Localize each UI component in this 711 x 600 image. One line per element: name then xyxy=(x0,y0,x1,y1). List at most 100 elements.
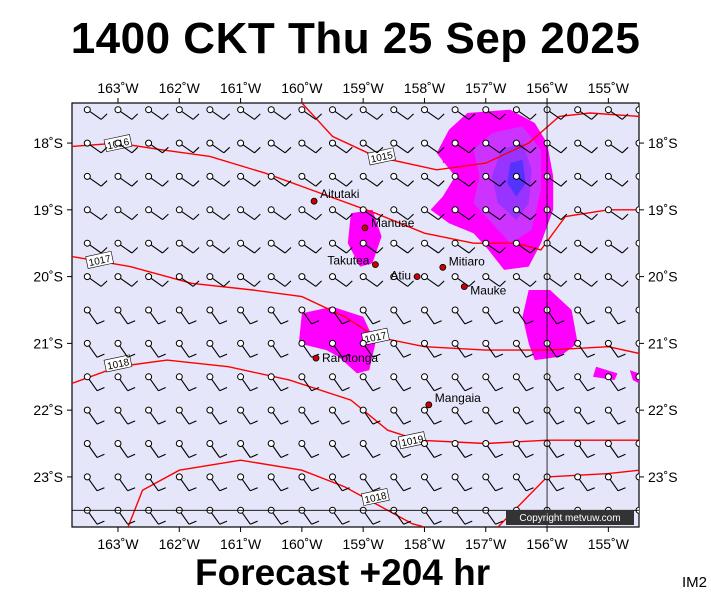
wind-barb xyxy=(543,339,565,358)
place-marker[interactable]: Mitiaro xyxy=(439,254,485,271)
wind-barb xyxy=(145,440,166,459)
wind-barb xyxy=(114,440,136,459)
wind-barb xyxy=(482,239,506,254)
wind-barb xyxy=(512,239,537,254)
wind-barb xyxy=(359,139,384,154)
wind-barb xyxy=(329,172,353,187)
lon-tick-label-bottom: 157˚W xyxy=(465,536,507,552)
lat-tick-label-right: 21˚S xyxy=(648,335,678,351)
rain-area-light xyxy=(522,290,578,361)
isobar-line xyxy=(72,255,639,355)
wind-barb xyxy=(267,139,292,154)
wind-barb xyxy=(206,406,228,425)
wind-barb xyxy=(604,172,629,187)
wind-barb xyxy=(482,139,506,154)
wind-barb xyxy=(145,306,166,325)
wind-barb xyxy=(267,106,292,120)
lon-tick-label-bottom: 159˚W xyxy=(343,536,385,552)
wind-barb xyxy=(145,273,169,287)
wind-barb xyxy=(604,339,626,358)
wind-barb xyxy=(574,440,596,459)
wind-barb xyxy=(512,339,534,358)
lon-tick-label-bottom: 161˚W xyxy=(220,536,262,552)
wind-barb xyxy=(359,440,381,459)
wind-barb xyxy=(421,106,445,120)
place-marker[interactable]: Rarotonga xyxy=(312,351,378,365)
isobar-label: 1018 xyxy=(361,488,390,506)
place-label: Atiu xyxy=(390,269,411,283)
wind-barb xyxy=(83,106,108,120)
wind-barb xyxy=(298,273,322,287)
wind-barb xyxy=(635,473,639,481)
wind-barb xyxy=(267,306,289,325)
wind-barb xyxy=(175,139,200,154)
wind-barb xyxy=(635,206,639,214)
wind-barb xyxy=(175,440,197,459)
wind-barb xyxy=(421,172,445,187)
wind-barb xyxy=(390,406,412,425)
wind-barb xyxy=(482,339,504,358)
wind-barb xyxy=(390,473,412,492)
wind-barb xyxy=(604,473,626,492)
wind-barb xyxy=(543,206,568,221)
wind-barb xyxy=(83,339,105,358)
wind-barb xyxy=(482,172,506,187)
wind-barb xyxy=(390,206,414,221)
place-dot xyxy=(439,263,447,271)
wind-barb xyxy=(359,473,381,492)
wind-barb xyxy=(206,473,228,492)
wind-barb xyxy=(482,106,506,120)
lon-tick-label-bottom: 160˚W xyxy=(281,536,323,552)
wind-barb xyxy=(604,106,629,120)
wind-barb xyxy=(114,206,139,221)
wind-barb xyxy=(635,106,639,114)
wind-barb xyxy=(237,373,258,392)
forecast-label: Forecast +204 hr xyxy=(195,552,491,593)
image-code: IM2 xyxy=(682,574,708,591)
lat-tick-label-right: 20˚S xyxy=(648,269,678,285)
wind-barb xyxy=(482,273,506,287)
place-marker[interactable]: Mangaia xyxy=(425,391,481,409)
wind-barb xyxy=(175,306,197,325)
wind-barb xyxy=(574,373,596,392)
wind-barb xyxy=(421,306,442,325)
place-marker[interactable]: Aitutaki xyxy=(310,187,359,205)
wind-barb xyxy=(543,373,565,392)
wind-barb xyxy=(390,373,412,392)
wind-barb xyxy=(298,440,320,459)
wind-barb xyxy=(237,273,261,287)
wind-barb xyxy=(145,172,169,187)
lat-tick-label-right: 18˚S xyxy=(648,135,678,151)
wind-barb xyxy=(574,206,598,221)
isobar-line xyxy=(301,103,639,171)
wind-barb xyxy=(83,306,105,325)
wind-barb xyxy=(206,273,231,287)
wind-barb xyxy=(298,172,322,187)
isobar-label: 1018 xyxy=(103,354,133,373)
wind-barb xyxy=(206,206,231,221)
wind-barb xyxy=(390,139,414,154)
place-marker[interactable]: Atiu xyxy=(390,269,421,283)
wind-barb xyxy=(329,339,350,358)
wind-barb xyxy=(145,239,169,254)
place-marker[interactable]: Manuae xyxy=(361,216,415,232)
wind-barb xyxy=(145,106,169,120)
lon-tick-label-top: 159˚W xyxy=(343,80,385,96)
wind-barb xyxy=(635,339,639,347)
wind-barb xyxy=(267,473,289,492)
place-dot xyxy=(371,261,379,269)
place-marker[interactable]: Mauke xyxy=(460,283,507,298)
wind-barb xyxy=(574,106,598,120)
place-label: Mauke xyxy=(470,284,506,298)
wind-barb xyxy=(329,239,353,254)
wind-barb xyxy=(604,406,626,425)
place-marker[interactable]: Takutea xyxy=(327,254,379,269)
isobar-line xyxy=(72,359,639,445)
wind-barb xyxy=(604,373,626,392)
wind-barb xyxy=(237,172,261,187)
isobar-layer: 1015101610171017101810191018 xyxy=(72,103,639,527)
svg-text:1015: 1015 xyxy=(370,150,394,165)
wind-barb xyxy=(298,473,320,492)
place-label: Takutea xyxy=(327,254,369,268)
